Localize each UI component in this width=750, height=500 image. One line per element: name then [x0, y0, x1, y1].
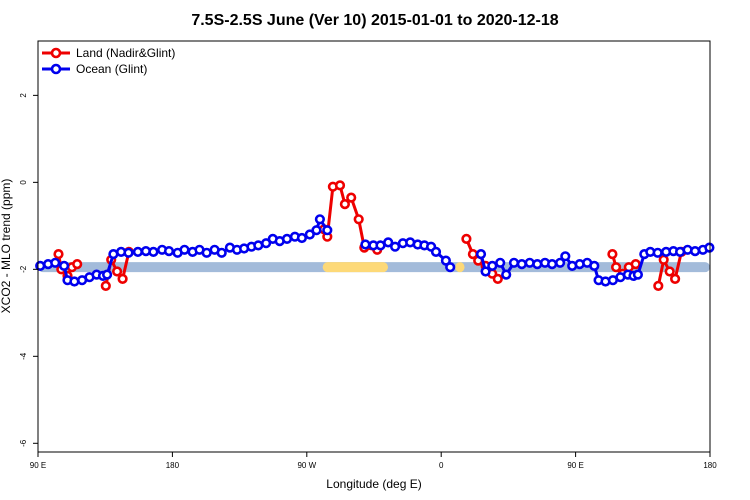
series-1-point-1-0 — [360, 239, 371, 250]
series-1-point-0-20 — [179, 244, 190, 255]
series-1-point-0-5 — [69, 276, 80, 287]
series-0-point-4-1 — [610, 262, 622, 273]
legend-label-0: Land (Nadir&Glint) — [76, 46, 175, 60]
series-0-point-5-1 — [658, 254, 669, 265]
series-1-point-3-0 — [475, 249, 487, 260]
series-1-point-0-25 — [216, 247, 227, 258]
series-0-point-5-3 — [669, 273, 681, 285]
x-axis: 90 E 180 90 W 0 90 E 180 — [30, 452, 717, 470]
series-1-point-0-2 — [50, 257, 61, 268]
x-tick-label-4: 90 E — [567, 461, 583, 470]
series-1-point-3-33 — [704, 242, 715, 253]
series-1-point-1-10 — [430, 246, 442, 257]
x-tick-label-2: 90 W — [297, 461, 316, 470]
series-1-point-3-26 — [652, 247, 663, 258]
series-1-point-3-11 — [554, 257, 566, 268]
series-1-point-1-4 — [390, 241, 401, 252]
series-1-point-0-40 — [322, 225, 333, 236]
series-0-point-1-0 — [100, 280, 111, 292]
series-0-point-2-4 — [339, 199, 351, 210]
y-tick-label-2: -2 — [19, 265, 28, 273]
plot-frame — [37, 40, 711, 453]
legend-label-1: Ocean (Glint) — [76, 62, 147, 76]
series-1-point-0-36 — [296, 232, 308, 244]
series-1-point-0-34 — [281, 233, 293, 244]
series-1-point-3-3 — [495, 257, 506, 268]
legend-marker-0 — [50, 47, 62, 59]
series-1-point-3-7 — [524, 257, 535, 268]
series-1-point-3-6 — [516, 259, 527, 270]
chart-title: 7.5S-2.5S June (Ver 10) 2015-01-01 to 20… — [191, 12, 558, 29]
x-tick-label-5: 180 — [703, 461, 717, 470]
series-0-point-3-5 — [492, 273, 503, 285]
series-1-point-1-3 — [383, 237, 394, 248]
x-tick-label-3: 0 — [439, 461, 444, 470]
series-1-point-0-23 — [201, 247, 212, 258]
series-1-point-0-16 — [148, 246, 159, 257]
series-0-point-3-0 — [461, 233, 472, 244]
series-0-point-0-0 — [53, 249, 64, 260]
series-1-point-0-39 — [314, 214, 326, 225]
legend: Land (Nadir&Glint) Ocean (Glint) — [42, 46, 175, 76]
y-tick-label-0: 2 — [19, 93, 28, 98]
series-0 — [53, 180, 687, 292]
series-1-point-0-31 — [261, 238, 272, 249]
series-1-point-1-11 — [440, 255, 452, 266]
x-tick-label-1: 180 — [166, 461, 180, 470]
series-1-point-0-30 — [253, 240, 264, 251]
series-1-point-0-14 — [132, 246, 143, 257]
series-0-point-4-0 — [607, 249, 618, 260]
series-1-point-2-0 — [445, 262, 456, 273]
series-layer — [35, 180, 715, 292]
y-axis: 2 0 -2 -4 -6 — [19, 93, 38, 447]
land-band-0 — [322, 262, 388, 273]
series-0-point-4-4 — [630, 259, 641, 270]
series-1-point-0-18 — [163, 246, 175, 257]
series-0-point-5-2 — [664, 266, 675, 277]
series-1-point-3-31 — [689, 246, 701, 257]
series-1-point-0-38 — [311, 225, 322, 236]
series-1-point-3-2 — [487, 260, 498, 272]
y-tick-label-1: 0 — [19, 180, 28, 185]
series-0-point-1-3 — [117, 273, 128, 285]
series-0-point-1-2 — [111, 266, 123, 277]
series-1-point-0-10 — [101, 269, 113, 280]
series-1-point-3-5 — [508, 257, 520, 268]
series-0-point-2-5 — [346, 192, 357, 203]
series-1-point-3-4 — [501, 269, 512, 280]
series-1-point-3-10 — [546, 259, 558, 270]
legend-marker-1 — [50, 63, 62, 75]
series-0-point-2-3 — [334, 180, 346, 191]
bands-layer — [38, 262, 710, 273]
y-axis-label: XCO2 - MLO trend (ppm) — [0, 179, 13, 314]
x-tick-label-0: 90 E — [30, 461, 46, 470]
land-band-1 — [455, 262, 465, 273]
series-1-point-3-23 — [632, 269, 644, 280]
series-0-point-5-0 — [653, 280, 664, 292]
series-0-point-0-4 — [72, 259, 83, 270]
x-axis-label: Longitude (deg E) — [326, 477, 421, 491]
series-0-point-2-6 — [353, 214, 364, 225]
y-tick-label-3: -4 — [19, 352, 28, 360]
series-1-point-3-12 — [560, 251, 571, 262]
series-1-point-3-8 — [532, 259, 543, 270]
series-1-point-0-37 — [304, 229, 315, 240]
series-1 — [35, 214, 715, 287]
y-tick-label-4: -6 — [19, 439, 28, 447]
series-1-point-0-3 — [58, 260, 70, 272]
series-1-point-0-13 — [123, 247, 134, 258]
series-1-point-3-16 — [589, 260, 600, 272]
series-1-point-3-1 — [480, 266, 491, 277]
